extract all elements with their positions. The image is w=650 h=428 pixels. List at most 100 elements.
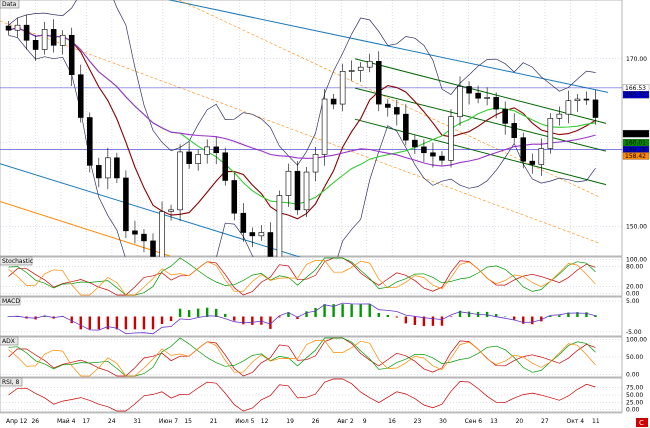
x-tick-label: 13 (490, 418, 498, 425)
candle-body (276, 195, 283, 260)
candle-body (511, 123, 517, 138)
macd-bar (305, 311, 308, 317)
macd-bar (404, 316, 408, 324)
macd-bar (377, 312, 380, 317)
macd-bar (558, 315, 561, 317)
x-tick-label: Апр 12 (6, 418, 28, 425)
macd-bar (494, 314, 498, 317)
macd-bar (549, 315, 552, 317)
candle-body (592, 99, 599, 118)
macd-bar (242, 316, 245, 325)
macd-bar (485, 311, 489, 317)
macd-bar (124, 316, 128, 330)
candle-body (150, 240, 156, 258)
indicator-tick-label: 100.00 (626, 337, 647, 344)
candle-body (321, 98, 328, 155)
candle-body (502, 108, 508, 124)
macd-bar (576, 312, 579, 317)
macd-bar (503, 316, 507, 317)
candle-body (240, 212, 247, 233)
macd-bar (269, 316, 272, 329)
indicator-tick-label: 25.00 (626, 399, 643, 406)
macd-bar (169, 316, 173, 322)
candle-body (366, 60, 373, 68)
macd-bar (79, 316, 82, 330)
indicator-tick-label: 75.00 (626, 385, 643, 392)
candle-body (574, 98, 581, 102)
candle-body (105, 157, 111, 179)
candle-body (195, 154, 201, 164)
indicator-tick-label: 0.00 (626, 371, 640, 378)
candle-body (258, 232, 265, 237)
macd-bar (260, 316, 263, 325)
candle-body (249, 232, 256, 237)
macd-bar (422, 316, 426, 327)
macd-bar (178, 308, 182, 317)
candle-body (32, 39, 39, 50)
price-label: 165.72 (622, 91, 650, 99)
macd-bar (205, 307, 209, 317)
candle-body (457, 86, 463, 117)
price-label-text: 159.18 (625, 147, 646, 154)
indicator-tick-label: 0.00 (626, 290, 640, 297)
price-label-box (622, 152, 650, 160)
price-label-text: 161.08 (625, 131, 646, 138)
macd-bar (359, 304, 362, 317)
macd-bar (160, 316, 164, 324)
rsi-title: RSI, 8 (2, 379, 20, 386)
x-tick-label: 20 (516, 418, 524, 425)
macd-bar (251, 316, 254, 325)
candle-body (132, 230, 138, 235)
ma-long-line (8, 27, 596, 167)
indicator-line (8, 337, 596, 377)
indicator-tick-label: 0.00 (626, 407, 640, 414)
x-tick-label: 19 (286, 418, 294, 425)
macd-bar (196, 308, 200, 317)
indicator-line (8, 260, 596, 296)
candle-body (538, 148, 545, 165)
channel-green-upper (354, 58, 607, 124)
macd-bar (431, 316, 435, 326)
macd-bar (278, 316, 281, 318)
macd-bar (215, 308, 218, 317)
price-label-text: 160.01 (625, 140, 646, 147)
x-tick-label: Июн 7 (159, 418, 178, 425)
candle-body (466, 86, 472, 94)
x-tick-label: 12 (261, 418, 269, 425)
macd-bar (458, 310, 462, 317)
candle-body (339, 71, 346, 105)
corner-badge[interactable]: C (636, 418, 648, 427)
x-tick-label: Май 4 (57, 418, 76, 425)
candle-body (403, 113, 409, 141)
macd-bar (187, 310, 191, 317)
candle-body (177, 151, 183, 211)
candle-body (475, 92, 481, 99)
x-tick-label: 21 (210, 418, 218, 425)
stochastic-title: Stochastic (2, 258, 33, 265)
candle-body (529, 160, 536, 165)
price-panel: Data 150.00160.00170.00166.53165.72161.0… (0, 0, 650, 412)
candle-body (430, 152, 436, 157)
macd-bar (341, 304, 344, 317)
candle-body (312, 154, 319, 173)
candle-body (159, 211, 165, 258)
indicator-tick-label: 5.00 (626, 298, 640, 305)
candle-body (267, 232, 274, 260)
channel-blue-upper (167, 0, 609, 93)
indicator-line (8, 337, 596, 377)
x-tick-label: 11 (592, 418, 600, 425)
candle-body (41, 29, 48, 50)
macd-bar (70, 316, 73, 324)
indicator-tick-label: 50.00 (626, 392, 643, 399)
indicator-tick-label: 100.00 (626, 257, 647, 264)
adx-panel: ADX 100.00 50.00 0.00 (0, 336, 647, 378)
macd-bar (142, 316, 146, 330)
indicator-tick-label: 80.00 (626, 263, 643, 270)
x-tick-label: 16 (388, 418, 396, 425)
macd-bar (332, 304, 335, 317)
price-panel-title: Data (2, 1, 17, 8)
candle-body (565, 100, 572, 115)
candle-body (583, 98, 590, 101)
candle-body (556, 113, 563, 119)
